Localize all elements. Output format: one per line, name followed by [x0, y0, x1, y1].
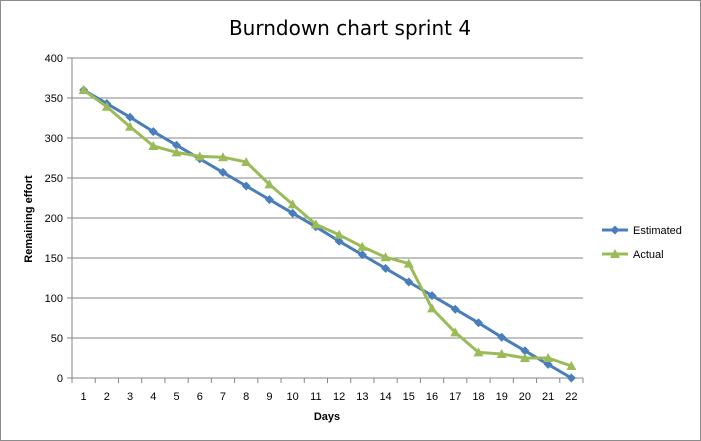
data-point-actual [171, 147, 182, 157]
data-point-estimated [334, 236, 344, 246]
data-point-estimated [125, 112, 135, 122]
data-point-estimated [381, 263, 391, 273]
data-point-actual [566, 361, 577, 370]
data-point-actual [473, 347, 484, 357]
x-tick-label: 10 [287, 391, 299, 403]
x-tick-label: 2 [104, 391, 110, 403]
data-point-actual [194, 151, 205, 161]
y-tick-label: 250 [45, 173, 63, 185]
x-tick-label: 22 [565, 391, 577, 403]
y-tick-label: 150 [45, 253, 63, 265]
data-point-estimated [148, 127, 158, 137]
data-point-estimated [288, 208, 298, 218]
x-tick-label: 6 [197, 391, 203, 403]
x-tick-label: 20 [519, 391, 531, 403]
x-tick-label: 12 [333, 391, 345, 403]
x-tick-label: 15 [403, 391, 415, 403]
data-point-actual [427, 303, 438, 313]
data-point-estimated [566, 373, 576, 383]
x-tick-label: 19 [496, 391, 508, 403]
data-point-actual [496, 349, 507, 358]
data-point-estimated [172, 140, 182, 150]
data-point-actual [380, 252, 391, 262]
y-tick-label: 200 [45, 213, 63, 225]
data-point-estimated [473, 318, 483, 328]
legend-marker-estimated [610, 225, 620, 235]
chart-title: Burndown chart sprint 4 [229, 16, 471, 40]
data-point-actual [543, 353, 554, 362]
y-tick-label: 100 [45, 293, 63, 305]
data-point-actual [334, 229, 345, 239]
data-point-actual [450, 327, 461, 337]
y-tick-label: 350 [45, 93, 63, 105]
x-tick-label: 7 [220, 391, 226, 403]
data-point-estimated [520, 346, 530, 356]
data-point-actual [519, 353, 530, 362]
x-tick-label: 4 [150, 391, 156, 403]
data-point-estimated [218, 167, 228, 177]
y-tick-label: 50 [51, 333, 63, 345]
x-tick-label: 8 [243, 391, 249, 403]
data-point-actual [217, 152, 228, 162]
x-tick-label: 9 [266, 391, 272, 403]
legend: Estimated Actual [602, 225, 682, 261]
x-tick-label: 21 [542, 391, 554, 403]
x-tick-label: 3 [127, 391, 133, 403]
data-point-actual [101, 101, 112, 111]
x-axis-title: Days [314, 411, 340, 423]
data-point-estimated [357, 250, 367, 260]
data-point-actual [357, 241, 368, 251]
data-point-estimated [427, 291, 437, 301]
x-tick-label: 13 [356, 391, 368, 403]
x-tick-label: 18 [472, 391, 484, 403]
y-axis-title: Remaining effort [23, 175, 35, 263]
data-point-estimated [404, 277, 414, 287]
x-tick-label: 17 [449, 391, 461, 403]
x-tick-label: 14 [379, 391, 391, 403]
legend-label-actual: Actual [633, 249, 664, 261]
x-tick-label: 1 [81, 391, 87, 403]
data-point-estimated [241, 181, 251, 191]
data-point-actual [241, 157, 252, 166]
y-tick-label: 400 [45, 53, 63, 65]
legend-label-estimated: Estimated [633, 225, 682, 237]
data-point-actual [78, 85, 89, 94]
x-tick-label: 5 [173, 391, 179, 403]
data-point-actual [403, 258, 414, 268]
legend-marker-actual [610, 249, 620, 258]
data-point-estimated [497, 332, 507, 342]
y-tick-label: 300 [45, 133, 63, 145]
data-point-actual [125, 121, 136, 131]
y-tick-label: 0 [57, 373, 63, 385]
data-point-estimated [450, 304, 460, 314]
data-point-actual [148, 141, 159, 150]
data-point-actual [310, 219, 321, 229]
series-line-actual [82, 88, 572, 368]
x-tick-label: 16 [426, 391, 438, 403]
plot-series [78, 85, 577, 383]
gridlines [72, 57, 583, 339]
data-point-actual [287, 199, 298, 209]
data-point-estimated [264, 195, 274, 205]
series-line-estimated [82, 88, 573, 380]
data-point-estimated [543, 359, 553, 369]
data-point-actual [264, 179, 275, 189]
x-tick-label: 11 [310, 391, 321, 403]
